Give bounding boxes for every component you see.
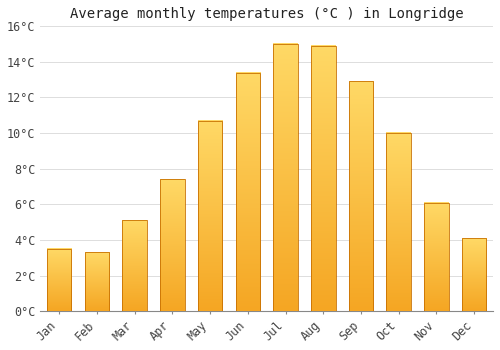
Bar — [160, 180, 184, 311]
Bar — [386, 133, 411, 311]
Bar — [424, 203, 448, 311]
Bar — [348, 82, 374, 311]
Bar — [47, 249, 72, 311]
Bar — [122, 220, 147, 311]
Bar — [311, 46, 336, 311]
Bar — [236, 72, 260, 311]
Bar — [462, 238, 486, 311]
Bar — [198, 121, 222, 311]
Bar — [274, 44, 298, 311]
Bar — [84, 252, 109, 311]
Title: Average monthly temperatures (°C ) in Longridge: Average monthly temperatures (°C ) in Lo… — [70, 7, 464, 21]
